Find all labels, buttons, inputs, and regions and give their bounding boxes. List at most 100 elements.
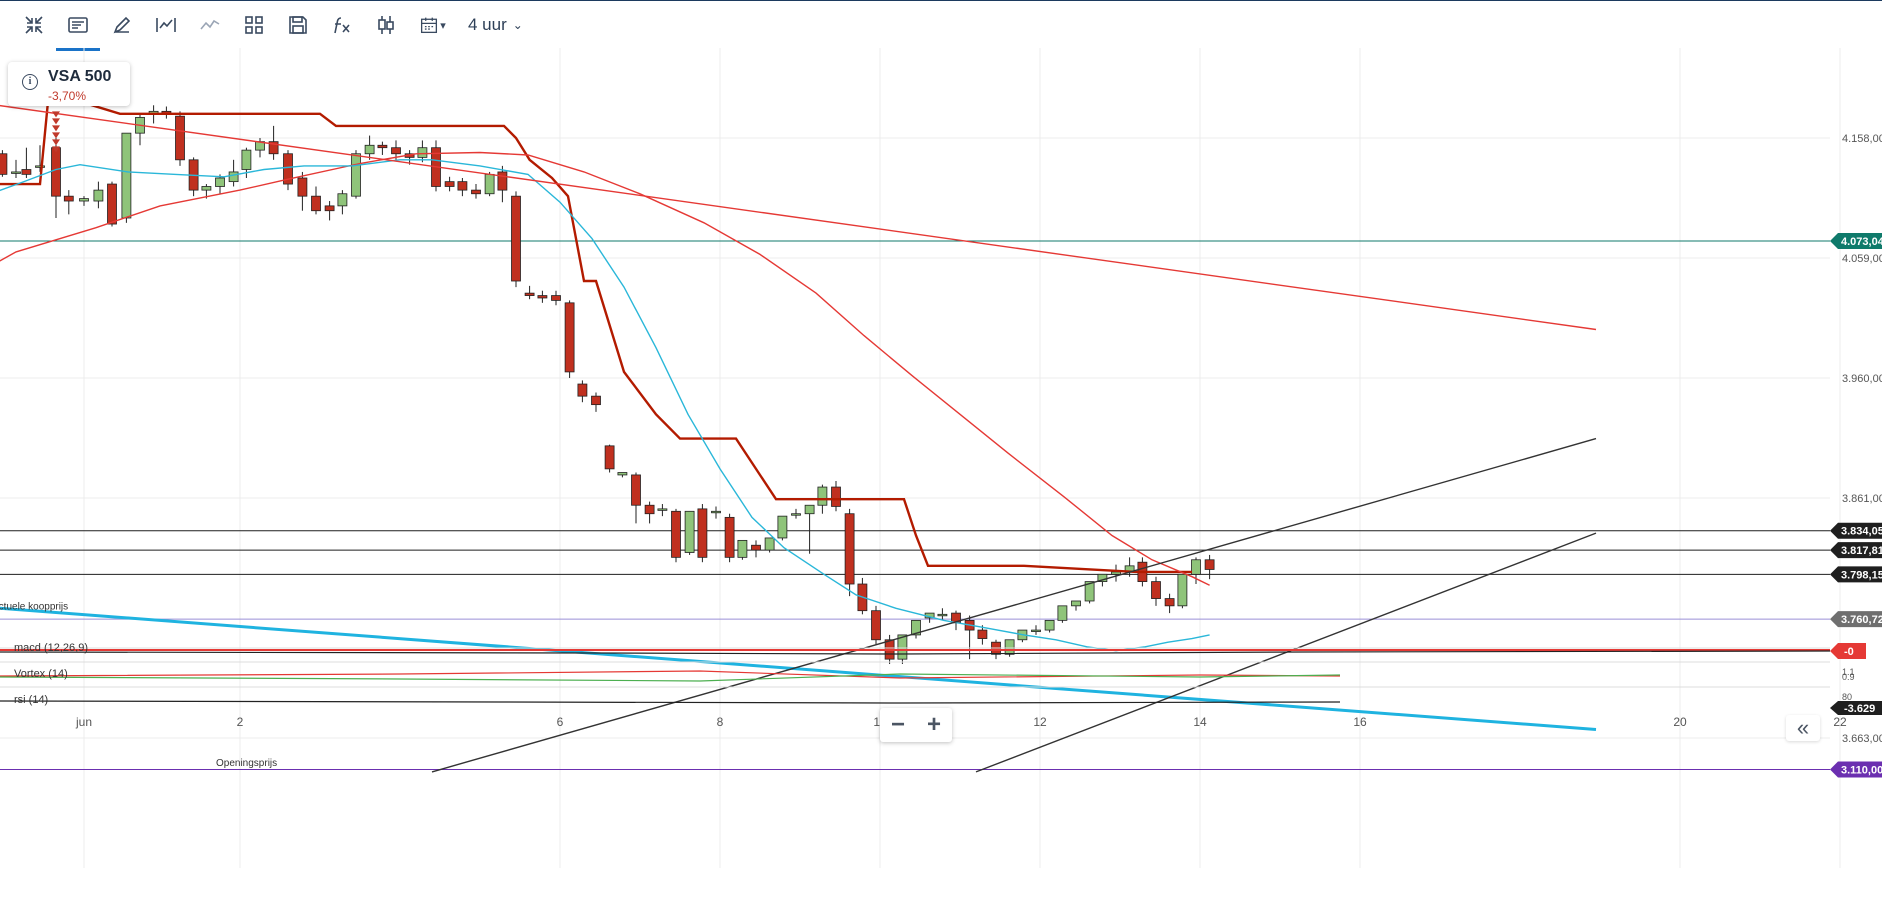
candle-body [471, 189, 481, 195]
sell-marker [52, 132, 60, 139]
zoom-in-button[interactable]: + [926, 711, 941, 738]
candle-up [484, 171, 495, 197]
candle-body [79, 198, 89, 202]
candle-body [804, 504, 815, 515]
candle-body [1111, 571, 1121, 575]
instrument-name: VSA 500 [48, 68, 112, 85]
candle-body [228, 171, 239, 183]
price-tag-bg [1830, 566, 1882, 583]
save-icon[interactable] [276, 3, 320, 47]
candle-down [268, 125, 279, 160]
candle-down [444, 176, 455, 192]
calendar-icon[interactable]: ▾ [408, 3, 458, 47]
rsi-tag-label: -3.629 [1844, 703, 1875, 715]
candle-up [1031, 625, 1041, 635]
rsi-value-tag: -3.629 [1830, 701, 1882, 715]
candle-body [1191, 559, 1201, 575]
chart-settings-icon[interactable] [56, 3, 100, 51]
candle-body [337, 193, 348, 207]
price-annotation: Openingsprijs [216, 758, 277, 769]
candle-up [1017, 629, 1028, 643]
candle-down [644, 501, 655, 524]
candle-type-icon[interactable] [364, 3, 408, 47]
layout-grid-icon[interactable] [232, 3, 276, 47]
collapse-arrows-icon[interactable] [12, 3, 56, 47]
series-line-0 [0, 100, 1192, 574]
formula-fx-icon[interactable] [320, 3, 364, 47]
candle-body [844, 513, 855, 585]
candle-body [175, 115, 185, 161]
candle-up [93, 181, 104, 209]
candle-up [617, 472, 628, 478]
candle-down [283, 150, 293, 191]
candle-body [201, 186, 212, 191]
y-tick-label: 3.960,00 [1842, 373, 1882, 385]
candle-up [777, 515, 788, 541]
candle-down [497, 165, 508, 203]
y-tick-label: 4.158,00 [1842, 133, 1882, 145]
x-tick-label: 6 [557, 715, 564, 729]
candle-body [524, 292, 535, 296]
line-icon[interactable] [188, 3, 232, 47]
candle-up [228, 159, 239, 187]
rsi-line [0, 700, 1341, 704]
candle-down [591, 392, 601, 412]
interval-selector[interactable]: 4 uur ⌄ [468, 15, 523, 35]
candle-body [63, 195, 74, 202]
candle-body [751, 544, 761, 551]
macd-value-tag: -0 [1830, 643, 1866, 659]
candle-body [591, 395, 601, 406]
candle-body [537, 295, 548, 299]
candle-up [1177, 573, 1188, 609]
info-icon[interactable]: i [22, 74, 38, 90]
price-chart[interactable]: 4.158,00 4.059,00 3.960,00 3.861,00 3.663,00… [0, 48, 1882, 900]
x-tick-label: 16 [1353, 715, 1367, 729]
candle-body [551, 295, 561, 301]
x-tick-label: 12 [1033, 715, 1047, 729]
x-tick-label: 2 [237, 715, 244, 729]
candle-up [364, 135, 375, 160]
indicator-icon[interactable] [144, 3, 188, 47]
candle-down [564, 300, 575, 378]
candle-body [11, 171, 21, 174]
candle-down [188, 157, 199, 197]
candle-body [871, 610, 881, 641]
vortex-minus-line [0, 670, 1341, 679]
candle-body [831, 486, 841, 507]
vortex-tick-label: 1.1 [1842, 667, 1855, 677]
candle-up [11, 159, 21, 178]
candle-body [1177, 573, 1188, 607]
pencil-icon[interactable] [100, 3, 144, 47]
candle-down [551, 290, 561, 306]
x-tick-label: 8 [717, 715, 724, 729]
candle-down [577, 380, 588, 403]
candle-body [1071, 600, 1081, 607]
candle-up [1071, 600, 1081, 611]
series-line-2 [0, 159, 1210, 652]
collapse-panel-button[interactable]: « [1786, 715, 1820, 741]
series-line-1 [0, 151, 1210, 586]
candle-up [804, 504, 815, 554]
candle-body [777, 515, 788, 539]
candle-body [684, 510, 695, 553]
candle-body [671, 510, 681, 558]
candle-body [644, 504, 655, 515]
candle-body [391, 147, 401, 155]
chevron-down-icon: ⌄ [512, 18, 523, 32]
instrument-info-box[interactable]: i VSA 500 -3,70% [8, 62, 130, 106]
series-line-3 [0, 104, 1597, 331]
zoom-out-button[interactable]: − [890, 711, 905, 738]
candle-up [35, 145, 45, 172]
candle-up [764, 537, 775, 553]
candle-down [377, 141, 388, 155]
price-tag: 3.798,15 [1830, 566, 1882, 583]
candle-up [711, 506, 721, 519]
zoom-controls: − + [880, 708, 952, 742]
candle-up [1044, 619, 1055, 633]
candle-body [0, 153, 8, 175]
candle-body [364, 144, 375, 155]
sell-marker [52, 146, 60, 153]
candle-body [817, 486, 828, 506]
macd-signal-line [0, 650, 1831, 655]
candle-body [977, 629, 988, 639]
